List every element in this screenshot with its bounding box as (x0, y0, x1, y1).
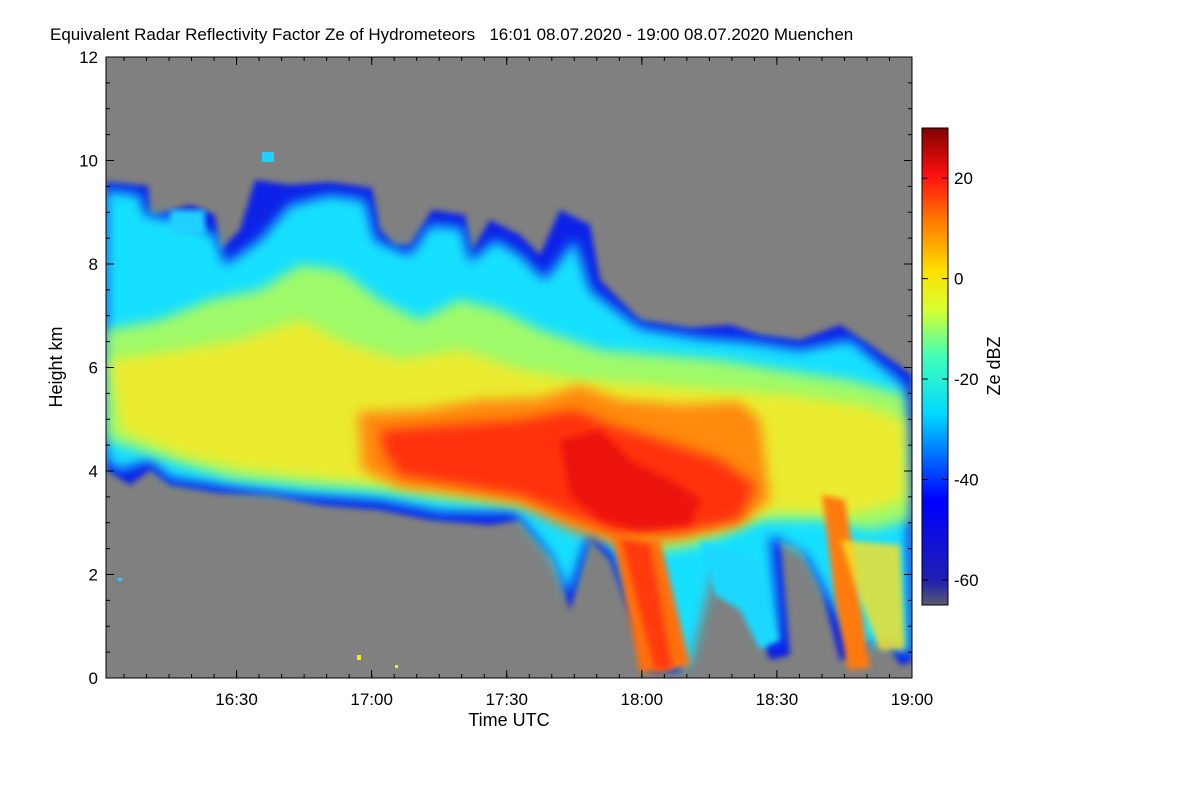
colorbar-tick-label: -40 (954, 470, 979, 489)
y-tick-label: 4 (89, 462, 98, 481)
x-axis: 16:30 17:00 17:30 18:00 18:30 19:00 (123, 57, 934, 709)
y-tick-label: 2 (89, 566, 98, 585)
colorbar-tick-label: 20 (954, 169, 973, 188)
x-tick-label: 18:00 (621, 690, 664, 709)
y-tick-label: 6 (89, 359, 98, 378)
colorbar-tick-label: -20 (954, 370, 979, 389)
x-axis-label: Time UTC (468, 710, 549, 730)
colorbar-tick-label: -60 (954, 571, 979, 590)
reflectivity-field (106, 152, 912, 672)
y-axis: 0 2 4 6 8 10 12 (79, 48, 912, 688)
x-tick-label: 17:00 (350, 690, 393, 709)
y-tick-label: 0 (89, 669, 98, 688)
colorbar-tick-label: 0 (954, 270, 963, 289)
colorbar (921, 127, 949, 606)
x-tick-label: 16:30 (215, 690, 258, 709)
y-tick-label: 8 (89, 255, 98, 274)
y-tick-label: 12 (79, 48, 98, 67)
y-tick-label: 10 (79, 152, 98, 171)
x-tick-label: 18:30 (756, 690, 799, 709)
chart-title: Equivalent Radar Reflectivity Factor Ze … (50, 25, 853, 44)
colorbar-ticks: 20 0 -20 -40 -60 (922, 169, 979, 590)
colorbar-label: Ze dBZ (984, 336, 1004, 395)
y-axis-label: Height km (46, 326, 66, 407)
x-tick-label: 19:00 (891, 690, 934, 709)
x-tick-label: 17:30 (485, 690, 528, 709)
